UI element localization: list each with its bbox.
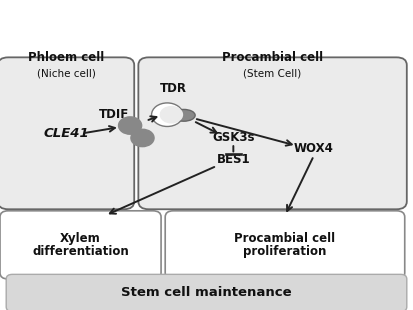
- FancyBboxPatch shape: [165, 211, 405, 279]
- Text: Procambial cell: Procambial cell: [222, 51, 323, 64]
- Ellipse shape: [173, 109, 195, 121]
- Text: Phloem cell: Phloem cell: [28, 51, 104, 64]
- Text: (Stem Cell): (Stem Cell): [243, 68, 302, 78]
- FancyBboxPatch shape: [0, 211, 161, 279]
- Circle shape: [160, 106, 183, 123]
- Text: WOX4: WOX4: [294, 142, 334, 155]
- FancyBboxPatch shape: [138, 57, 407, 209]
- Circle shape: [152, 103, 183, 126]
- FancyBboxPatch shape: [0, 57, 134, 209]
- Text: BES1: BES1: [216, 153, 250, 166]
- Text: CLE41: CLE41: [43, 127, 89, 140]
- Text: Stem cell maintenance: Stem cell maintenance: [121, 286, 292, 299]
- Circle shape: [131, 129, 154, 147]
- FancyBboxPatch shape: [6, 274, 407, 310]
- Text: TDIF: TDIF: [98, 108, 129, 121]
- Text: GSK3s: GSK3s: [212, 131, 254, 144]
- Text: TDR: TDR: [160, 82, 187, 95]
- Text: proliferation: proliferation: [243, 245, 327, 258]
- Text: Procambial cell: Procambial cell: [235, 232, 335, 245]
- Text: (Niche cell): (Niche cell): [37, 68, 95, 78]
- Text: Xylem: Xylem: [60, 232, 101, 245]
- Text: differentiation: differentiation: [32, 245, 129, 258]
- Circle shape: [119, 117, 142, 134]
